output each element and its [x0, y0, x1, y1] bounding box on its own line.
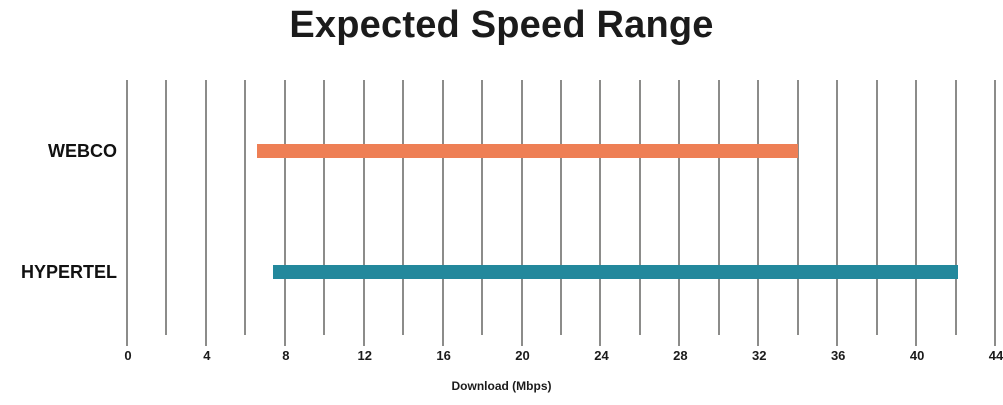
gridline: [481, 80, 484, 335]
x-tick-label: 36: [830, 348, 846, 363]
range-bar-webco: [257, 144, 798, 158]
x-tick: [915, 335, 918, 346]
x-tick-label: 4: [203, 348, 211, 363]
x-tick-label: 44: [988, 348, 1003, 363]
gridline: [362, 80, 365, 335]
gridline: [165, 80, 168, 335]
x-tick-label: 12: [357, 348, 372, 363]
gridline: [915, 80, 918, 335]
category-axis: WEBCO HYPERTEL: [0, 0, 117, 405]
gridline: [757, 80, 760, 335]
x-tick: [283, 335, 286, 346]
gridline: [126, 80, 128, 335]
gridline: [520, 80, 523, 335]
x-tick: [836, 335, 839, 346]
category-label-webco: WEBCO: [48, 141, 117, 161]
x-tick-label: 8: [282, 348, 290, 363]
gridline: [796, 80, 799, 335]
gridline: [323, 80, 326, 335]
range-bar-hypertel: [272, 265, 958, 279]
chart-title: Expected Speed Range: [289, 4, 714, 46]
x-tick: [126, 335, 128, 346]
gridline: [875, 80, 878, 335]
gridline: [283, 80, 286, 335]
x-tick-label: 20: [515, 348, 530, 363]
x-tick-label: 24: [594, 348, 609, 363]
gridline: [402, 80, 405, 335]
x-tick: [441, 335, 444, 346]
gridline: [678, 80, 681, 335]
x-tick: [520, 335, 523, 346]
gridline: [994, 80, 996, 335]
gridline: [836, 80, 839, 335]
gridline: [441, 80, 444, 335]
x-tick-label: 40: [909, 348, 925, 363]
x-tick: [678, 335, 681, 346]
x-tick: [204, 335, 207, 346]
gridline: [638, 80, 641, 335]
x-tick: [599, 335, 602, 346]
x-tick-label: 16: [436, 348, 451, 363]
x-tick: [994, 335, 996, 346]
x-tick: [362, 335, 365, 346]
gridline: [560, 80, 562, 335]
x-tick-label: 32: [752, 348, 767, 363]
gridline: [717, 80, 720, 335]
x-tick-label: 28: [673, 348, 688, 363]
x-tick: [757, 335, 760, 346]
x-axis-title: Download (Mbps): [451, 379, 552, 393]
gridline: [599, 80, 602, 335]
gridline: [204, 80, 207, 335]
gridline: [244, 80, 247, 335]
x-tick-label: 0: [124, 348, 132, 363]
gridline: [954, 80, 957, 335]
category-label-hypertel: HYPERTEL: [20, 262, 117, 282]
